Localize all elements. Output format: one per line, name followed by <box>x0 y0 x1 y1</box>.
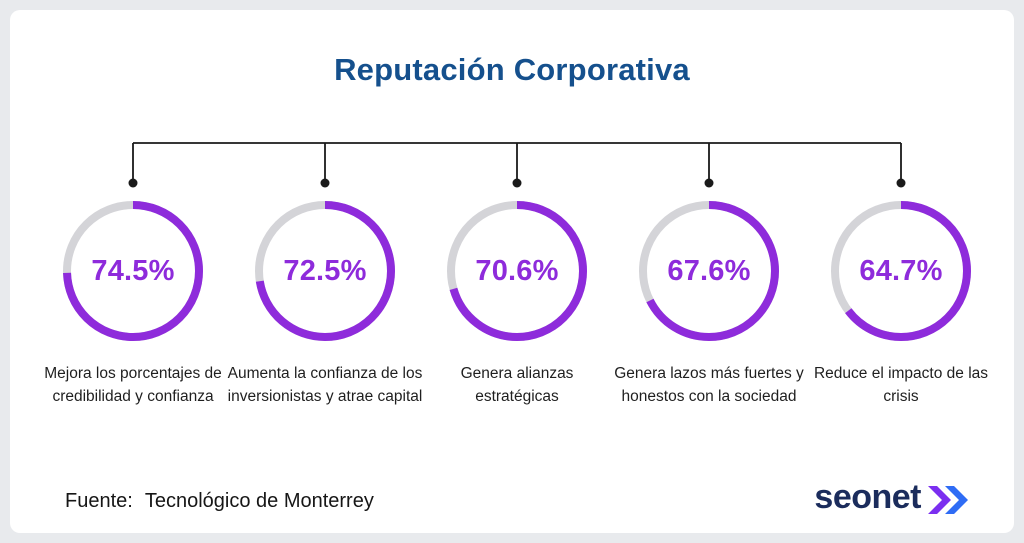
donut-value: 74.5% <box>91 254 175 287</box>
infographic-card: Reputación Corporativa 74.5% Mejora lo <box>10 10 1014 533</box>
donut-chart: 74.5% <box>58 196 208 346</box>
page-title: Reputación Corporativa <box>334 52 690 87</box>
connector-dot <box>320 178 330 188</box>
donut-ring <box>447 201 587 341</box>
donut-ring <box>639 201 779 341</box>
donut-chart: 72.5% <box>250 196 400 346</box>
donut-chart: 67.6% <box>634 196 784 346</box>
donut-ring <box>831 201 971 341</box>
donut-caption: Genera lazos más fuertes y honestos con … <box>614 365 804 406</box>
connector-lines <box>128 142 906 188</box>
donut-ring <box>63 201 203 341</box>
stat-column: 72.5% Aumenta la confianza de los invers… <box>225 196 425 409</box>
donut-caption: Aumenta la confianza de los inversionist… <box>227 365 423 406</box>
donut-caption: Mejora los porcentajes de credibilidad y… <box>44 365 222 406</box>
donut-chart: 64.7% <box>826 196 976 346</box>
connector-dot <box>128 178 138 188</box>
donut-value: 67.6% <box>667 254 751 287</box>
donut-ring <box>255 201 395 341</box>
donut-value: 70.6% <box>475 254 559 287</box>
source-attribution: Fuente: Tecnológico de Monterrey <box>65 490 374 513</box>
connector-dot <box>704 178 714 188</box>
connector-dot <box>512 178 522 188</box>
donut-value: 64.7% <box>859 254 943 287</box>
stat-column: 70.6% Genera alianzas estratégicas <box>417 196 617 409</box>
donut-chart: 70.6% <box>442 196 592 346</box>
connector-dot <box>896 178 906 188</box>
source-label: Fuente: <box>65 490 133 512</box>
logo-chevrons-icon <box>928 485 968 514</box>
stat-column: 64.7% Reduce el impacto de las crisis <box>801 196 1001 409</box>
stat-column: 74.5% Mejora los porcentajes de credibil… <box>33 196 233 409</box>
donut-caption: Genera alianzas estratégicas <box>460 365 574 406</box>
donut-caption: Reduce el impacto de las crisis <box>813 365 989 406</box>
logo-text: seonet <box>814 478 921 516</box>
donut-value: 72.5% <box>283 254 367 287</box>
seonet-logo: seonet <box>814 478 974 517</box>
stat-column: 67.6% Genera lazos más fuertes y honesto… <box>609 196 809 409</box>
source-value: Tecnológico de Monterrey <box>144 490 374 512</box>
